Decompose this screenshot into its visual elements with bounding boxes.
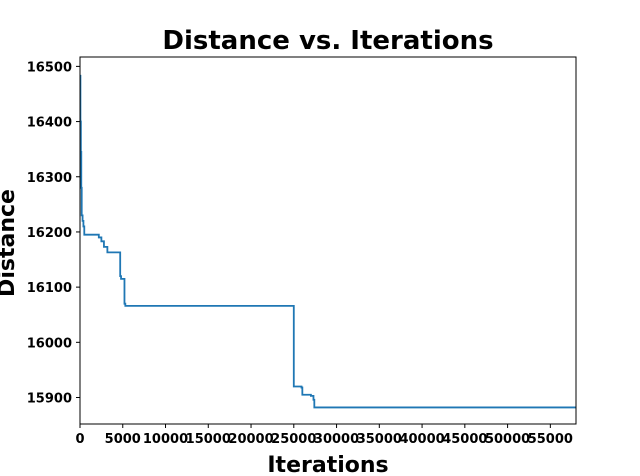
x-tick-label: 10000: [143, 432, 188, 447]
y-tick-label: 16200: [27, 226, 72, 241]
plot-frame: [79, 56, 577, 425]
y-tick-label: 16400: [27, 116, 72, 131]
x-tick-label: 5000: [105, 432, 141, 447]
x-axis-label: Iterations: [267, 453, 388, 476]
axis-ticks: 0 5000 10000150002000025000300003500040000…: [27, 60, 573, 447]
x-tick-label: 50000: [485, 432, 530, 447]
x-tick-label: 55000: [528, 432, 573, 447]
y-axis-label: Distance: [0, 189, 20, 297]
x-tick-label: 20000: [228, 432, 273, 447]
y-tick-label: 16500: [27, 60, 72, 75]
x-tick-label: 40000: [399, 432, 444, 447]
y-tick-label: 16100: [27, 281, 72, 296]
x-tick-label: 45000: [442, 432, 487, 447]
y-tick-label: 15900: [27, 392, 72, 407]
y-tick-label: 16300: [27, 171, 72, 186]
series-line: [79, 74, 576, 409]
x-tick-label: 15000: [186, 432, 231, 447]
chart-title: Distance vs. Iterations: [162, 26, 493, 56]
x-tick-label: 30000: [314, 432, 359, 447]
x-tick-label: 0: [75, 432, 84, 447]
x-tick-label: 35000: [357, 432, 402, 447]
x-tick-label: 25000: [271, 432, 316, 447]
y-tick-label: 16000: [27, 336, 72, 351]
